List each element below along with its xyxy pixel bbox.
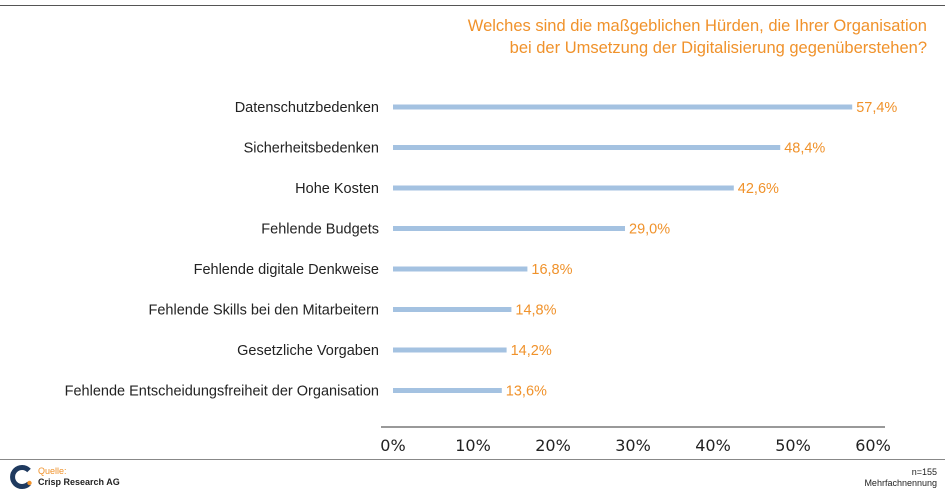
chart-title-line-2: bei der Umsetzung der Digitalisierung ge… <box>509 39 927 57</box>
sample-size: n=155 <box>911 467 937 477</box>
value-label: 13,6% <box>506 384 547 400</box>
x-tick-label: 50% <box>775 436 811 455</box>
chart-title-line-1: Welches sind die maßgeblichen Hürden, di… <box>467 17 927 35</box>
source-label: Quelle: <box>38 466 67 476</box>
bar <box>393 185 734 191</box>
sample-info: n=155 Mehrfachnennung <box>864 467 937 489</box>
bar <box>393 104 853 110</box>
x-tick-label: 10% <box>455 436 491 455</box>
value-label: 42,6% <box>738 181 779 197</box>
x-tick-label: 30% <box>615 436 651 455</box>
source-block: Quelle: Crisp Research AG <box>8 464 120 490</box>
chart-title: Welches sind die maßgeblichen Hürden, di… <box>307 15 927 59</box>
crisp-logo-icon <box>10 465 32 489</box>
category-label: Fehlende Entscheidungsfreiheit der Organ… <box>65 384 379 400</box>
value-label: 16,8% <box>531 262 572 278</box>
category-label: Fehlende Skills bei den Mitarbeitern <box>148 303 379 319</box>
x-tick-label: 0% <box>380 436 405 455</box>
value-label: 29,0% <box>629 222 670 238</box>
source-name: Crisp Research AG <box>38 477 120 487</box>
category-label: Sicherheitsbedenken <box>244 141 379 157</box>
bar <box>393 266 528 272</box>
x-tick-label: 60% <box>855 436 891 455</box>
multiple-answers-note: Mehrfachnennung <box>864 478 937 488</box>
category-label: Fehlende digitale Denkweise <box>194 262 379 278</box>
value-label: 48,4% <box>784 141 825 157</box>
value-label: 14,2% <box>511 343 552 359</box>
value-label: 14,8% <box>515 303 556 319</box>
category-label: Gesetzliche Vorgaben <box>237 343 379 359</box>
footer-rule <box>0 459 945 460</box>
category-label: Hohe Kosten <box>295 181 379 197</box>
bar <box>393 388 502 393</box>
bar <box>393 347 507 353</box>
top-rule <box>0 5 945 6</box>
x-tick-label: 20% <box>535 436 571 455</box>
bar <box>393 226 625 231</box>
value-label: 57,4% <box>856 100 897 116</box>
category-label: Fehlende Budgets <box>261 222 379 238</box>
bar <box>393 145 781 150</box>
bar <box>393 307 512 312</box>
category-label: Datenschutzbedenken <box>235 100 379 116</box>
x-tick-label: 40% <box>695 436 731 455</box>
